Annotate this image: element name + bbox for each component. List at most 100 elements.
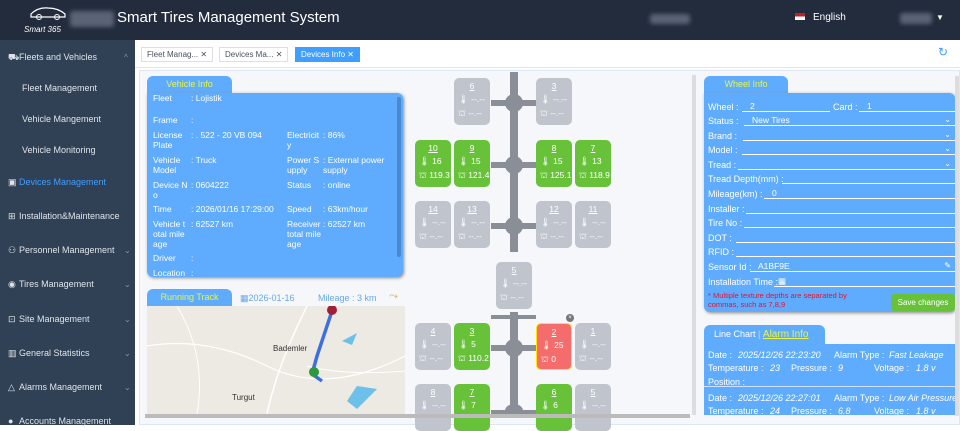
map[interactable]: Bademler Turgut <box>147 306 405 414</box>
tire-pressure: ⛫ 125.1 <box>540 170 572 180</box>
tab-alarm-info[interactable]: Alarm Info <box>762 329 809 340</box>
tab-devices-info[interactable]: Devices Info ✕ <box>295 47 360 62</box>
field-input[interactable] <box>782 173 955 185</box>
tab-devices-management[interactable]: Devices Ma... ✕ <box>219 47 289 62</box>
field-input[interactable] <box>744 217 955 229</box>
chevron-down-icon[interactable]: ⌄ <box>124 315 131 324</box>
tire-1[interactable]: 1 🌡︎ --.-- ⛫ --.-- <box>575 323 611 370</box>
horizontal-scrollbar[interactable] <box>145 414 690 418</box>
tire-13[interactable]: 13 🌡︎ --.-- ⛫ --.-- <box>454 201 490 248</box>
tab-fleet-management[interactable]: Fleet Manag... ✕ <box>141 47 214 62</box>
sidebar-item[interactable]: ⚇ Personnel Management <box>8 245 115 256</box>
tire-3[interactable]: 3 🌡︎ 5 ⛫ 110.2 <box>454 323 490 370</box>
field-value: : 62527 km <box>323 219 366 229</box>
sidebar-item[interactable]: ▣ Devices Management <box>8 177 106 188</box>
field-select[interactable]: ⌄ <box>742 144 955 156</box>
field-value: : 86% <box>323 130 345 140</box>
sidebar-item[interactable]: ⊞ Installation&Maintenance <box>8 211 120 222</box>
thermometer-icon: 🌡︎ <box>579 400 593 410</box>
tire-10[interactable]: 10 🌡︎ 16 ⛫ 119.3 <box>415 140 451 187</box>
close-icon[interactable]: × <box>566 314 574 322</box>
sidebar-item[interactable]: Fleet Management <box>22 83 97 93</box>
caret-down-icon[interactable]: ▼ <box>936 13 944 22</box>
tire-temp: 🌡︎ --.-- <box>458 217 485 227</box>
tire-pressure: ⛫ --.-- <box>419 353 443 363</box>
field-label: Speed <box>287 204 312 214</box>
axle-hub <box>505 217 523 235</box>
chevron-down-icon[interactable]: ⌄ <box>124 246 131 255</box>
route-icon[interactable]: ⤳ <box>389 290 398 302</box>
alarm-temperature: 24 <box>770 406 781 415</box>
axle-hub <box>505 339 523 357</box>
tire-14[interactable]: 14 🌡︎ --.-- ⛫ --.-- <box>415 201 451 248</box>
sidebar-item[interactable]: ◉ Tires Management <box>8 279 94 290</box>
field-input[interactable] <box>746 203 955 214</box>
sidebar-item[interactable]: Vehicle Mangement <box>22 114 101 124</box>
field-label: Brand : <box>708 130 738 141</box>
tire-11[interactable]: 11 🌡︎ --.-- ⛫ --.-- <box>575 201 611 248</box>
truck-icon: ⛟ <box>8 52 20 62</box>
field-select[interactable]: ⌄ <box>738 159 955 170</box>
chevron-up-icon[interactable]: ^ <box>124 53 128 62</box>
tire-6[interactable]: 6 🌡︎ 6 <box>536 384 572 431</box>
save-changes-button[interactable]: Save changes <box>891 294 955 311</box>
tire-2[interactable]: 2 🌡︎ 25 ⛫ 0 <box>536 323 572 370</box>
close-icon[interactable]: ✕ <box>200 50 208 59</box>
sidebar-item[interactable]: ⊡ Site Management <box>8 314 90 325</box>
track-date[interactable]: ▦2026-01-16 <box>240 293 295 303</box>
pressure-icon: ⛫ <box>419 170 430 180</box>
chevron-down-icon[interactable]: ⌄ <box>124 383 131 392</box>
tire-5[interactable]: 5 🌡︎ --.-- ⛫ --.-- <box>496 262 532 309</box>
device-icon: ▣ <box>8 177 17 187</box>
field-input[interactable]: 0 <box>764 188 955 199</box>
tire-12[interactable]: 12 🌡︎ --.-- ⛫ --.-- <box>536 201 572 248</box>
scrollbar[interactable] <box>692 75 696 415</box>
tire-number: 6 <box>469 81 475 91</box>
tire-pressure: ⛫ 110.2 <box>458 353 489 363</box>
close-icon[interactable]: ✕ <box>347 50 354 59</box>
card-input[interactable]: 1 <box>859 101 955 112</box>
scrollbar[interactable] <box>397 97 401 257</box>
tire-pressure: ⛫ --.-- <box>458 231 482 241</box>
chevron-down-icon[interactable]: ⌄ <box>124 280 131 289</box>
field-label: Mileage(km) : <box>708 189 763 199</box>
field-select[interactable]: ⌄ <box>743 130 955 141</box>
calendar-icon[interactable]: ▦ <box>778 275 787 286</box>
tire-7[interactable]: 7 🌡︎ 13 ⛫ 118.9 <box>575 140 611 187</box>
tire-temp: 🌡︎ 25 <box>541 340 564 350</box>
field-input[interactable]: A1BF9E ✎ <box>750 261 955 272</box>
field-input[interactable] <box>736 232 955 243</box>
language-selector[interactable]: English <box>795 12 846 23</box>
sidebar-item[interactable]: ● Accounts Management <box>8 416 111 426</box>
edit-icon[interactable]: ✎ <box>944 261 951 270</box>
pressure-icon: ⛫ <box>458 231 469 241</box>
tire-4[interactable]: 4 🌡︎ --.-- ⛫ --.-- <box>415 323 451 370</box>
field-value: : External power supply <box>323 155 385 175</box>
sidebar-item[interactable]: ▥ General Statistics <box>8 348 90 359</box>
sidebar-item[interactable]: △ Alarms Management <box>8 382 102 393</box>
close-icon[interactable]: ✕ <box>275 50 283 59</box>
tire-number: 13 <box>467 204 477 214</box>
field-label: Time <box>153 204 172 214</box>
tire-5[interactable]: 5 🌡︎ --.-- <box>575 384 611 431</box>
field-input[interactable] <box>736 246 955 258</box>
tire-8[interactable]: 8 🌡︎ --.-- <box>415 384 451 431</box>
tire-7[interactable]: 7 🌡︎ 7 <box>454 384 490 431</box>
tab-line-chart[interactable]: Line Chart <box>714 329 756 339</box>
wheel-input[interactable]: 2 <box>742 101 830 112</box>
refresh-icon[interactable]: ↻ <box>938 45 949 59</box>
field-input[interactable]: ▦ <box>774 276 955 287</box>
chevron-down-icon[interactable]: ⌄ <box>124 349 131 358</box>
thermometer-icon: 🌡︎ <box>541 340 555 350</box>
tire-6[interactable]: 6 🌡︎ --.-- ⛫ --.-- <box>454 78 490 125</box>
field-select[interactable]: New Tires ⌄ <box>744 115 955 126</box>
pressure-icon: ⛫ <box>458 108 469 118</box>
sidebar-item[interactable]: Vehicle Monitoring <box>22 145 96 155</box>
tire-8[interactable]: 8 🌡︎ 15 ⛫ 125.1 <box>536 140 572 187</box>
sidebar-item[interactable]: ⛟Fleets and Vehicles <box>8 52 97 64</box>
tire-3[interactable]: 3 🌡︎ --.-- ⛫ --.-- <box>536 78 572 125</box>
scrollbar[interactable] <box>955 76 959 416</box>
tire-9[interactable]: 9 🌡︎ 15 ⛫ 121.4 <box>454 140 490 187</box>
field-label: Driver <box>153 253 176 263</box>
user-menu[interactable] <box>900 13 932 24</box>
